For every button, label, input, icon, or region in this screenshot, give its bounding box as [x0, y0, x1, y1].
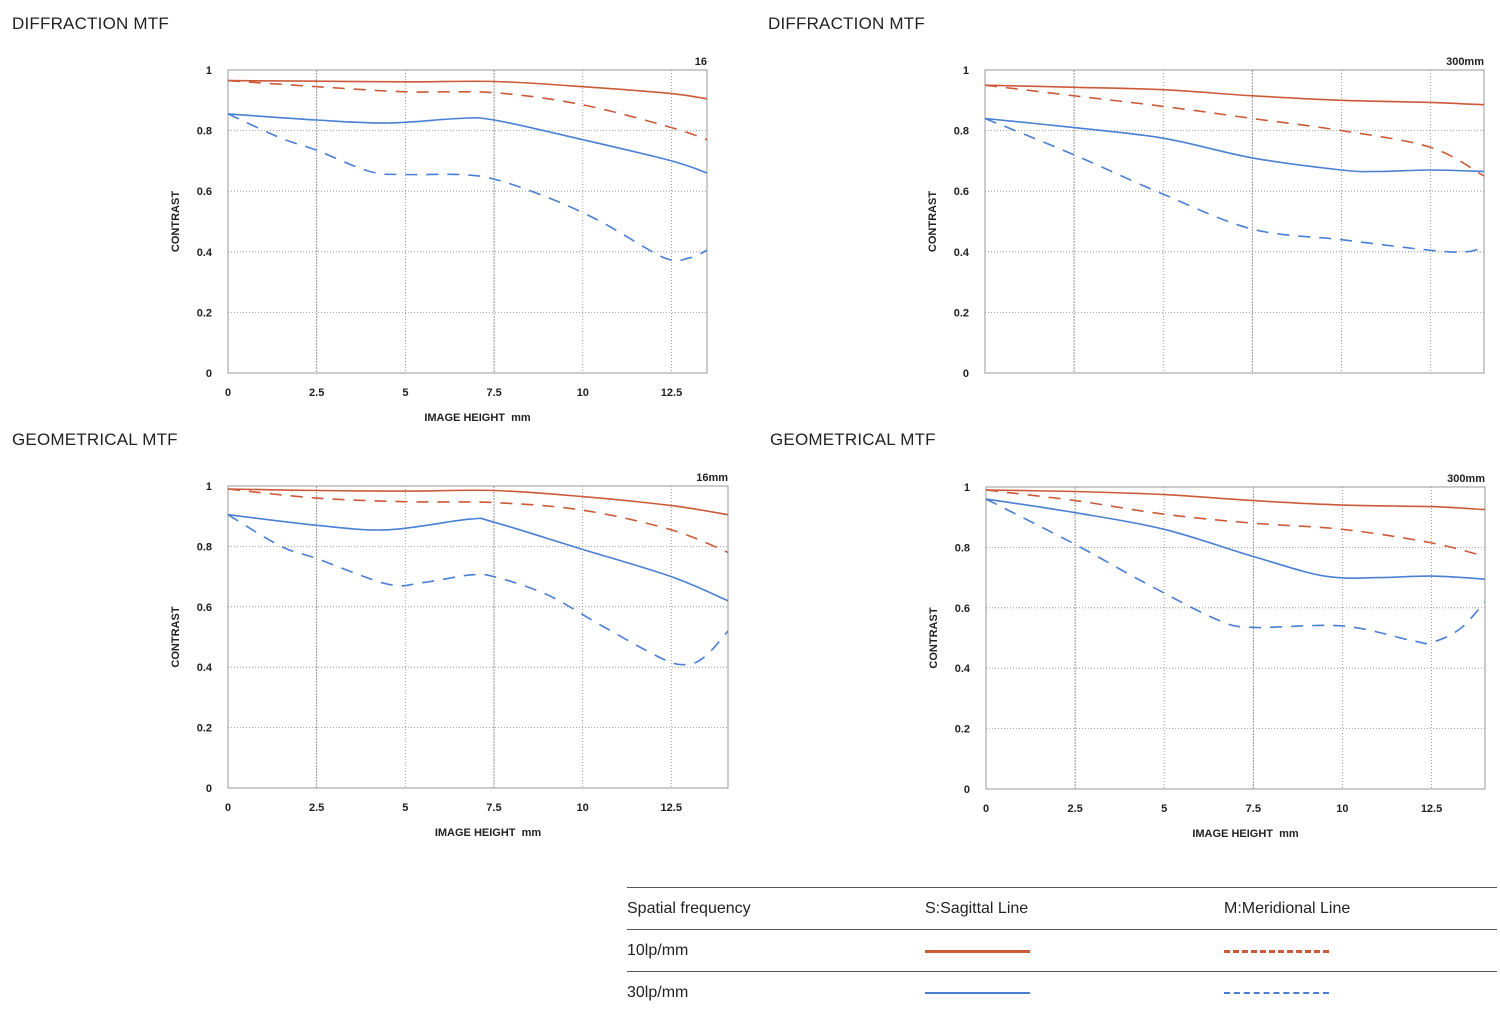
- x-tick-label: 0: [225, 802, 231, 814]
- x-tick-label: 7.5: [486, 387, 501, 399]
- x-tick-label: 2.5: [1067, 803, 1082, 815]
- x-tick-label: 10: [1336, 803, 1348, 815]
- legend-header-row: Spatial frequency S:Sagittal Line M:Meri…: [627, 887, 1497, 929]
- series-line-s30: [984, 117, 1485, 173]
- x-tick-label: 5: [402, 387, 408, 399]
- legend-row-30lp: 30lp/mm: [627, 971, 1497, 1013]
- x-tick-label: 12.5: [661, 387, 682, 399]
- legend-header-meridional: M:Meridional Line: [1224, 900, 1351, 917]
- legend-header-sagittal: S:Sagittal Line: [925, 900, 1029, 917]
- y-tick-label: 0: [206, 783, 212, 795]
- y-tick-label: 0.2: [954, 307, 969, 319]
- x-tick-label: 0: [983, 803, 989, 815]
- legend-swatch-sagittal-30lp: [925, 992, 1030, 994]
- series-line-m30: [984, 117, 1485, 253]
- x-tick-label: 12.5: [661, 802, 682, 814]
- x-tick-label: 5: [1161, 803, 1167, 815]
- legend-row-10lp: 10lp/mm: [627, 929, 1497, 971]
- y-tick-label: 0.6: [954, 186, 969, 198]
- series-line-m10: [227, 79, 708, 141]
- y-axis-label: CONTRAST: [170, 191, 182, 252]
- plot-frame: [984, 69, 1485, 374]
- x-tick-label: 2.5: [309, 387, 324, 399]
- y-axis-label: CONTRAST: [928, 607, 940, 668]
- series-line-m30: [227, 514, 729, 666]
- series-line-m30: [985, 498, 1486, 645]
- y-tick-label: 0.8: [955, 542, 970, 554]
- y-tick-label: 0.8: [197, 126, 212, 138]
- legend-swatch-meridional-30lp: [1224, 992, 1329, 994]
- y-tick-label: 1: [206, 481, 212, 493]
- plot-frame: [227, 69, 708, 374]
- plot-frame: [985, 486, 1486, 790]
- y-tick-label: 1: [206, 65, 212, 77]
- x-tick-label: 12.5: [1421, 803, 1442, 815]
- legend-swatch-meridional-10lp: [1224, 950, 1329, 953]
- x-axis-label: IMAGE HEIGHT mm: [1192, 828, 1299, 840]
- y-tick-label: 0: [206, 368, 212, 380]
- y-tick-label: 1: [964, 482, 970, 494]
- legend-table: Spatial frequency S:Sagittal Line M:Meri…: [627, 887, 1497, 1013]
- series-line-s10: [985, 489, 1486, 511]
- focal-length-label: 16mm: [696, 472, 728, 484]
- y-tick-label: 0.6: [197, 602, 212, 614]
- legend-label-30lp: 30lp/mm: [627, 984, 689, 1001]
- series-line-m10: [985, 489, 1486, 558]
- series-line-m30: [227, 113, 708, 262]
- y-axis-label: CONTRAST: [170, 606, 182, 667]
- plot-frame: [227, 485, 729, 789]
- series-line-s30: [227, 113, 708, 174]
- y-tick-label: 0.8: [197, 541, 212, 553]
- y-tick-label: 0: [963, 368, 969, 380]
- y-tick-label: 0.4: [955, 663, 971, 675]
- series-line-s10: [227, 79, 708, 100]
- y-tick-label: 0.6: [955, 603, 970, 615]
- y-tick-label: 0: [964, 784, 970, 796]
- y-tick-label: 0.4: [197, 662, 213, 674]
- focal-length-label: 16: [695, 56, 707, 68]
- series-line-m10: [227, 488, 729, 554]
- focal-length-label: 300mm: [1447, 473, 1485, 485]
- section-title: GEOMETRICAL MTF: [12, 430, 178, 449]
- x-tick-label: 10: [577, 387, 589, 399]
- x-axis-label: IMAGE HEIGHT mm: [424, 412, 531, 424]
- y-tick-label: 0.2: [197, 723, 212, 735]
- series-line-s30: [227, 513, 729, 602]
- series-line-s10: [227, 488, 729, 516]
- y-tick-label: 0.4: [954, 247, 970, 259]
- series-line-s30: [985, 498, 1486, 580]
- series-line-m10: [984, 84, 1485, 177]
- y-tick-label: 1: [963, 65, 969, 77]
- x-tick-label: 5: [402, 802, 408, 814]
- x-tick-label: 7.5: [486, 802, 501, 814]
- section-title: DIFFRACTION MTF: [768, 14, 925, 33]
- focal-length-label: 300mm: [1446, 56, 1484, 68]
- y-tick-label: 0.2: [955, 724, 970, 736]
- x-tick-label: 2.5: [309, 802, 324, 814]
- x-tick-label: 7.5: [1246, 803, 1261, 815]
- legend-label-10lp: 10lp/mm: [627, 942, 689, 959]
- section-title: GEOMETRICAL MTF: [770, 430, 936, 449]
- x-tick-label: 10: [576, 802, 588, 814]
- y-tick-label: 0.2: [197, 307, 212, 319]
- series-line-s10: [984, 84, 1485, 106]
- legend-swatch-sagittal-10lp: [925, 950, 1030, 953]
- y-axis-label: CONTRAST: [927, 191, 939, 252]
- y-tick-label: 0.8: [954, 126, 969, 138]
- section-title: DIFFRACTION MTF: [12, 14, 169, 33]
- legend-header-frequency: Spatial frequency: [627, 900, 751, 917]
- y-tick-label: 0.4: [197, 247, 213, 259]
- x-axis-label: IMAGE HEIGHT mm: [435, 827, 542, 839]
- x-tick-label: 0: [225, 387, 231, 399]
- y-tick-label: 0.6: [197, 186, 212, 198]
